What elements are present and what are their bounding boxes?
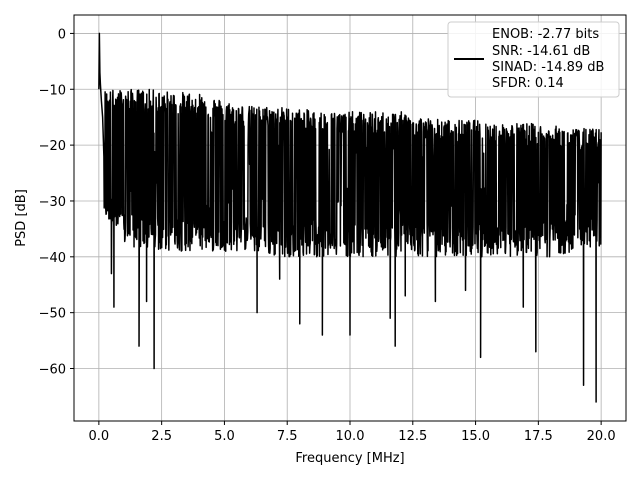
x-axis-label: Frequency [MHz] [295,451,404,466]
y-tick-label: −60 [39,363,66,378]
legend-sfdr: SFDR: 0.14 [492,76,564,91]
x-tick-label: 5.0 [214,429,235,444]
legend-snr: SNR: -14.61 dB [492,44,590,59]
x-tick-label: 7.5 [277,429,298,444]
legend-box [447,21,620,98]
y-axis-label: PSD [dB] [14,189,29,247]
x-axis-ticks: 0.0 2.5 5.0 7.5 10.0 12.5 15.0 17.5 20.0 [89,421,616,444]
y-tick-label: −10 [39,83,66,98]
y-axis-ticks: 0 −10 −20 −30 −40 −50 −60 [39,27,74,378]
y-tick-label: −40 [39,251,66,266]
x-tick-label: 15.0 [461,429,490,444]
plot-area [98,32,602,403]
x-tick-label: 0.0 [89,429,110,444]
x-tick-label: 10.0 [336,429,365,444]
legend-enob: ENOB: -2.77 bits [492,27,599,42]
x-tick-label: 12.5 [398,429,427,444]
y-tick-label: 0 [58,27,66,42]
x-tick-label: 20.0 [587,429,616,444]
y-tick-label: −50 [39,307,66,322]
psd-series-line [98,32,602,403]
x-tick-label: 17.5 [524,429,553,444]
y-tick-label: −20 [39,139,66,154]
legend-sinad: SINAD: -14.89 dB [492,60,604,75]
y-tick-label: −30 [39,195,66,210]
x-tick-label: 2.5 [151,429,172,444]
legend: ENOB: -2.77 bits SNR: -14.61 dB SINAD: -… [447,21,620,98]
